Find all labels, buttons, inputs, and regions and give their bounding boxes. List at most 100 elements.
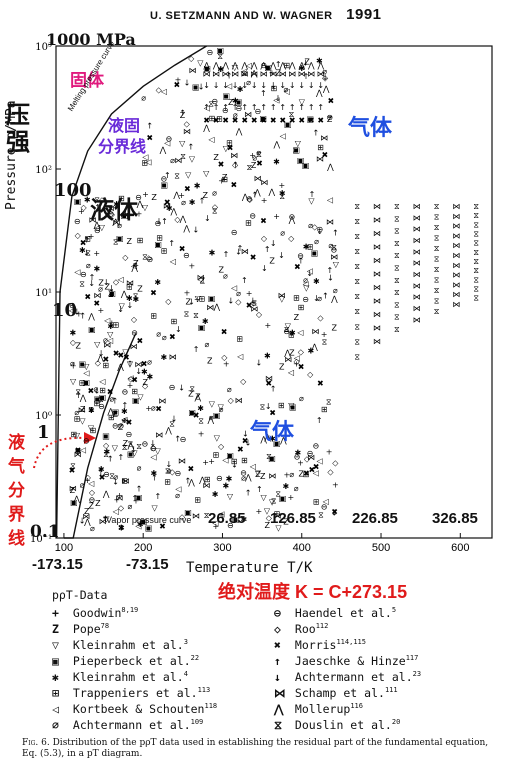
data-point: ⋀ — [202, 124, 210, 133]
data-point: ✖ — [242, 437, 249, 446]
data-point: ⧖ — [247, 163, 253, 172]
data-point: ⧖ — [109, 471, 115, 480]
data-point: ⧖ — [394, 227, 400, 236]
data-point: ◇ — [298, 347, 305, 356]
data-point: ↓ — [130, 445, 137, 454]
data-point: ⊖ — [74, 217, 81, 226]
data-point: ▽ — [127, 360, 134, 369]
data-point: ⋈ — [452, 261, 460, 270]
data-point: Z — [137, 284, 143, 293]
data-point: ↑ — [185, 477, 192, 486]
data-point: ⊖ — [103, 470, 110, 479]
data-point: ⋀ — [221, 61, 229, 70]
data-point: ⊞ — [74, 415, 81, 424]
data-point: ⋈ — [107, 204, 115, 213]
data-point: ⧖ — [434, 307, 440, 316]
data-point: ⋈ — [203, 481, 211, 490]
data-point: ⧖ — [394, 251, 400, 260]
data-point: ⋈ — [69, 484, 77, 493]
data-point: ⊞ — [283, 61, 290, 70]
data-point: ⊖ — [227, 521, 234, 530]
data-point: ⌀ — [113, 472, 118, 481]
data-point: ◇ — [122, 253, 129, 262]
data-point: ⊖ — [180, 435, 187, 444]
data-point: ◇ — [99, 195, 106, 204]
data-point: ↑ — [94, 203, 101, 212]
data-point: ↓ — [193, 226, 200, 235]
data-point: ▣ — [311, 249, 319, 258]
data-point: ⌀ — [93, 384, 98, 393]
data-point: ✖ — [123, 353, 130, 362]
data-point: ⧖ — [326, 398, 332, 407]
y-axis-label: Pressure p/MPa — [4, 100, 19, 210]
legend-symbol: ⋈ — [274, 686, 286, 700]
data-point: ⌀ — [181, 198, 186, 207]
data-point: ↓ — [184, 78, 191, 87]
data-point: ⧖ — [473, 266, 479, 275]
data-point: + — [145, 404, 152, 413]
data-point: ⌀ — [151, 403, 156, 412]
data-point: ▽ — [185, 170, 192, 179]
vapor-boundary-1: 液 — [8, 433, 25, 452]
data-point: ⧖ — [394, 276, 400, 285]
data-point: ✱ — [107, 322, 114, 331]
data-point: + — [116, 491, 123, 500]
data-point: ◁ — [93, 224, 100, 233]
data-point: ⊖ — [236, 104, 243, 113]
data-point: ✱ — [147, 373, 154, 382]
data-point: ⋀ — [315, 88, 323, 97]
data-point: ⋈ — [413, 315, 421, 324]
data-point: ↓ — [232, 81, 239, 90]
data-point: ⌀ — [303, 275, 308, 284]
legend-item: ⊞ Trappeniers et al.113 — [52, 686, 210, 700]
data-point: ⊖ — [94, 226, 101, 235]
data-point: ◇ — [184, 119, 191, 128]
data-point: ⋈ — [78, 406, 86, 415]
data-point: ↑ — [75, 391, 82, 400]
vapor-boundary-arrowhead — [84, 432, 96, 444]
data-point: ⋀ — [250, 69, 258, 78]
data-point: Z — [279, 362, 285, 371]
data-point: ⋈ — [413, 213, 421, 222]
data-point: ▣ — [154, 240, 162, 249]
data-point: Z — [304, 58, 310, 67]
data-point: ⧖ — [75, 387, 81, 396]
data-point: ⧖ — [133, 292, 139, 301]
data-point: ⧖ — [331, 243, 337, 252]
data-point: ⋈ — [298, 69, 306, 78]
data-point: ⧖ — [473, 211, 479, 220]
data-point: ◇ — [179, 512, 186, 521]
data-point: ⋈ — [452, 251, 460, 260]
data-point: ✱ — [212, 490, 219, 499]
legend-name: Douslin et al. — [288, 718, 392, 732]
data-point: ◁ — [197, 275, 204, 284]
data-point: ↑ — [223, 250, 230, 259]
data-point: ⋀ — [127, 441, 135, 450]
data-point: ⌀ — [141, 93, 146, 102]
data-point: ◇ — [146, 254, 153, 263]
data-point: ↑ — [308, 103, 315, 112]
data-point: ⋈ — [269, 69, 277, 78]
data-point: ◇ — [109, 210, 116, 219]
data-point: ⌀ — [233, 110, 238, 119]
data-point: ⊞ — [70, 430, 77, 439]
data-point: ▣ — [102, 432, 110, 441]
data-point: ✖ — [99, 473, 106, 482]
data-point: ⋈ — [452, 241, 460, 250]
data-point: ◁ — [87, 479, 94, 488]
data-point: ↓ — [317, 81, 324, 90]
data-point: ⋈ — [413, 270, 421, 279]
data-point: ⊞ — [271, 84, 278, 93]
data-point: ⌀ — [147, 358, 152, 367]
authors: U. SETZMANN AND W. WAGNER — [150, 10, 333, 22]
data-point: ⊞ — [236, 334, 243, 343]
data-point: ↓ — [278, 251, 285, 260]
data-point: ▽ — [74, 431, 81, 440]
data-point: + — [102, 514, 109, 523]
data-point: ◇ — [113, 278, 120, 287]
data-point: ↓ — [231, 460, 238, 469]
data-point: ◁ — [236, 352, 243, 361]
data-point: ⋀ — [235, 127, 243, 136]
celsius-5: 226.85 — [352, 510, 398, 527]
data-point: ✱ — [279, 189, 286, 198]
